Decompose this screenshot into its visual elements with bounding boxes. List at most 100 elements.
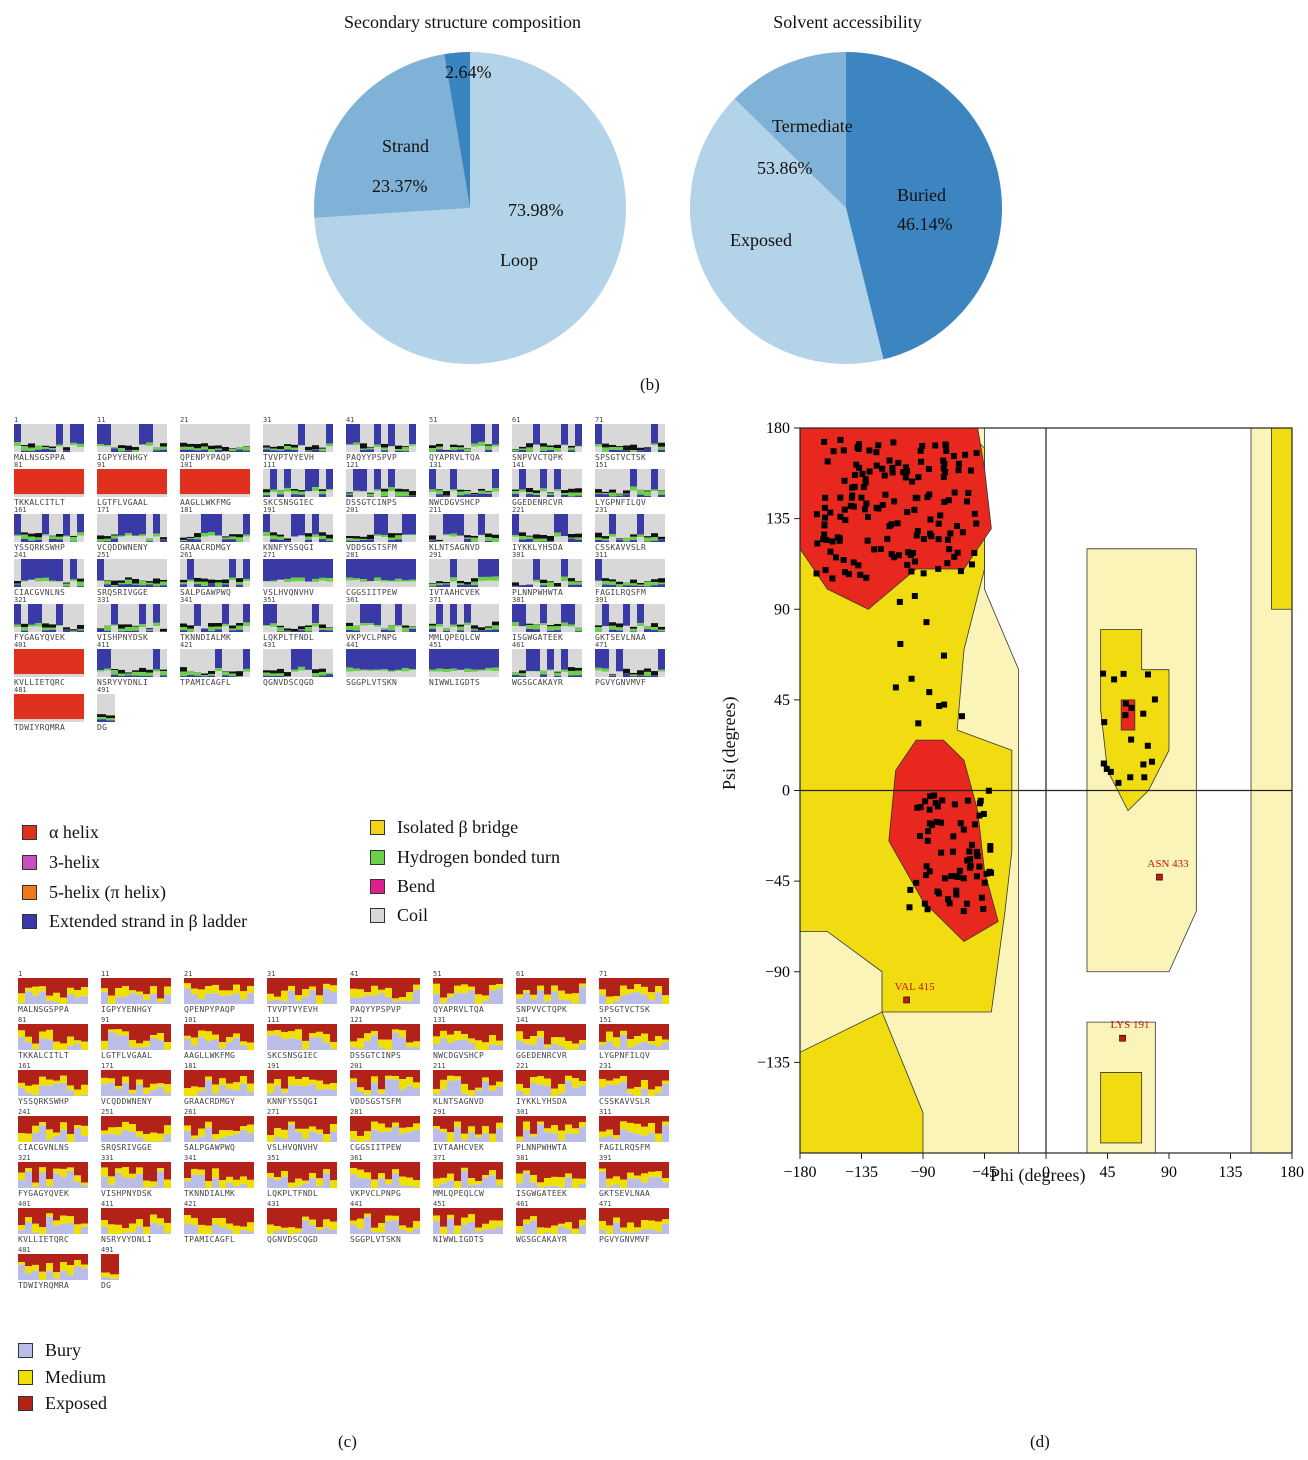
profile-segment (42, 604, 50, 624)
profile-segment (295, 1162, 303, 1179)
profile-segment (21, 580, 29, 582)
profile-segment (21, 626, 29, 631)
profile-segment (367, 493, 375, 497)
profile-segment (350, 1081, 358, 1096)
profile-segment (28, 674, 36, 677)
profile-segment (39, 1122, 47, 1126)
rama-ylabel: Psi (degrees) (719, 696, 739, 790)
profile-segment (219, 1042, 227, 1049)
profile-segment (489, 1229, 497, 1234)
residue-point (1141, 774, 1148, 781)
profile-segment (530, 1070, 538, 1078)
profile-segment (274, 1030, 282, 1036)
residue-point (888, 521, 895, 528)
profile-segment (595, 493, 603, 497)
profile-segment (485, 514, 493, 534)
profile-segment (198, 978, 206, 990)
profile-segment (540, 424, 548, 444)
profile-segment (219, 1130, 227, 1138)
profile-segment (326, 538, 333, 541)
profile-segment (350, 1131, 358, 1140)
profile-segment (558, 1046, 566, 1050)
profile-segment (443, 424, 451, 450)
profile-segment (454, 1116, 462, 1122)
profile-segment (60, 1075, 68, 1083)
profile-segment (402, 496, 410, 497)
profile-segment (572, 1128, 580, 1134)
profile-segment (274, 1180, 282, 1188)
profile-segment (641, 1116, 649, 1127)
profile-segment (56, 649, 64, 675)
profile-segment (443, 672, 451, 677)
profile-segment (641, 986, 649, 995)
profile-segment (302, 996, 310, 1004)
profile-segment (526, 649, 534, 672)
profile-segment (208, 424, 216, 446)
profile-segment (274, 999, 282, 1004)
block-start-number: 451 (433, 1200, 446, 1208)
profile-segment (374, 447, 382, 452)
profile-segment (457, 630, 465, 632)
profile-segment (406, 1024, 414, 1043)
profile-segment (316, 1070, 324, 1081)
block-sequence: QPENPYPAQP (180, 453, 232, 462)
profile-segment (208, 631, 216, 632)
profile-segment (205, 1040, 213, 1050)
profile-segment (602, 604, 610, 627)
profile-segment (561, 536, 569, 542)
residue-point (916, 832, 923, 839)
profile-segment (233, 1186, 241, 1188)
profile-segment (599, 1024, 607, 1042)
profile-segment (291, 490, 299, 495)
profile-segment (651, 533, 659, 538)
profile-segment (77, 469, 84, 495)
profile-segment (295, 1128, 303, 1133)
profile-segment (229, 630, 237, 632)
profile-segment (620, 1162, 628, 1180)
profile-segment (46, 1129, 54, 1140)
profile-segment (180, 579, 188, 583)
profile-segment (620, 1179, 628, 1188)
profile-segment (143, 999, 151, 1004)
profile-segment (146, 582, 154, 585)
profile-segment (208, 535, 216, 542)
profile-segment (115, 1086, 123, 1089)
block-start-number: 131 (433, 1016, 446, 1024)
profile-segment (263, 514, 271, 533)
residue-point (939, 797, 946, 804)
profile-segment (433, 1162, 441, 1179)
profile-segment (568, 624, 576, 627)
residue-point (944, 560, 951, 567)
profile-segment (56, 424, 64, 445)
profile-segment (25, 1168, 33, 1172)
block-sequence: TPAMICAGFL (180, 678, 232, 687)
profile-segment (14, 559, 22, 581)
profile-segment (364, 1208, 372, 1214)
profile-segment (540, 623, 548, 626)
profile-segment (67, 1265, 75, 1276)
profile-segment (32, 995, 40, 1004)
profile-segment (46, 1213, 54, 1217)
profile-segment (270, 559, 278, 581)
profile-segment (305, 491, 313, 497)
profile-segment (526, 469, 534, 489)
profile-segment (575, 631, 582, 632)
profile-segment (194, 448, 202, 451)
profile-segment (385, 1215, 393, 1222)
profile-segment (402, 559, 410, 581)
profile-segment (454, 1162, 462, 1182)
profile-segment (429, 540, 437, 542)
residue-point (955, 467, 962, 474)
profile-segment (357, 1087, 365, 1092)
residue-point (925, 465, 932, 472)
profile-segment (122, 1116, 130, 1122)
profile-segment (18, 1133, 26, 1142)
profile-segment (558, 1083, 566, 1094)
profile-segment (616, 581, 624, 585)
profile-segment (575, 667, 582, 671)
profile-segment (143, 994, 151, 1000)
residue-point (827, 509, 834, 516)
profile-segment (565, 1070, 573, 1076)
profile-segment (270, 675, 278, 677)
ss-legend-swatch (22, 825, 37, 840)
